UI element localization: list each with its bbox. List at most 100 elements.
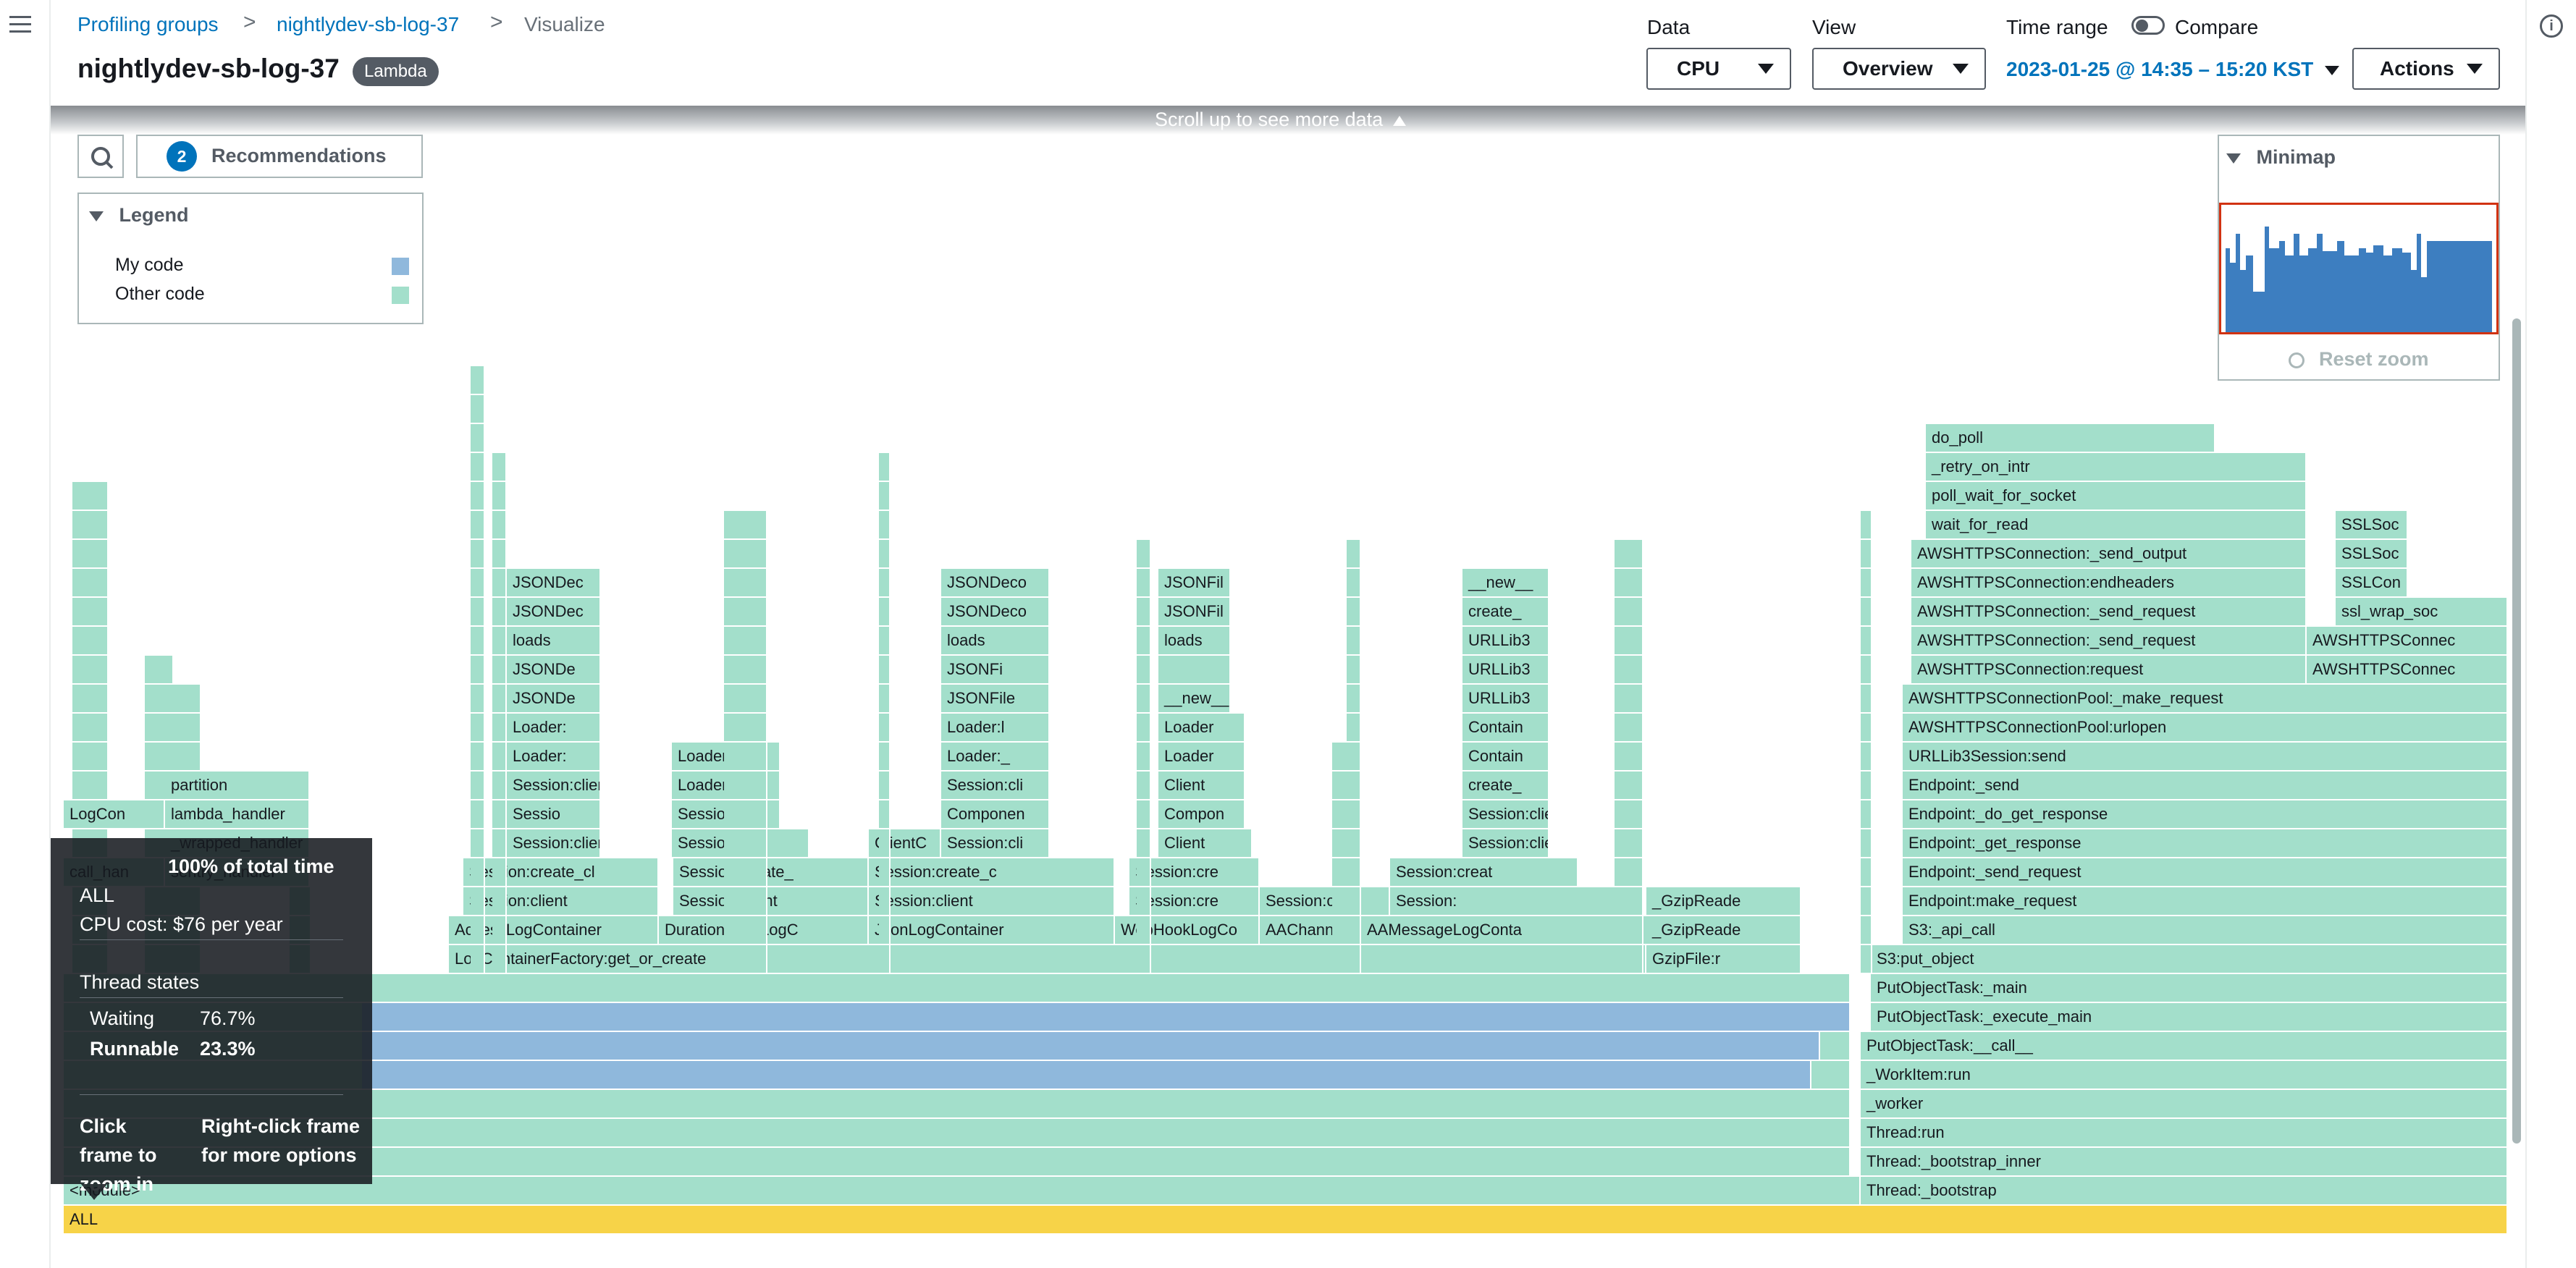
flame-frame[interactable] bbox=[471, 772, 485, 800]
flame-frame[interactable] bbox=[1347, 685, 1361, 714]
flame-frame[interactable] bbox=[1332, 800, 1361, 829]
flame-frame[interactable] bbox=[492, 829, 507, 858]
flame-frame[interactable] bbox=[145, 656, 174, 685]
flame-frame[interactable]: SSLCon bbox=[2336, 569, 2408, 598]
flame-frame[interactable] bbox=[1137, 598, 1151, 627]
flame-frame[interactable] bbox=[72, 685, 109, 714]
flame-frame[interactable]: _worker bbox=[1861, 1090, 2508, 1119]
flame-frame[interactable] bbox=[471, 424, 485, 453]
flame-frame[interactable] bbox=[471, 569, 485, 598]
flame-frame[interactable]: _GzipReade bbox=[1646, 916, 1801, 945]
recommendations-button[interactable]: 2 Recommendations bbox=[136, 135, 423, 178]
flame-frame[interactable] bbox=[492, 800, 507, 829]
reset-zoom-button[interactable]: Reset zoom bbox=[2219, 339, 2499, 379]
flame-frame[interactable]: Session:cli bbox=[941, 829, 1050, 858]
flame-frame[interactable] bbox=[492, 945, 507, 974]
flame-frame[interactable] bbox=[471, 945, 485, 974]
flame-frame[interactable]: URLLib3Session:send bbox=[1903, 743, 2508, 772]
flame-frame[interactable] bbox=[492, 569, 507, 598]
flame-frame[interactable] bbox=[165, 743, 201, 772]
flame-frame[interactable] bbox=[879, 453, 891, 482]
flame-frame[interactable]: _retry_on_intr bbox=[1926, 453, 2307, 482]
flame-frame[interactable]: URLLib3 bbox=[1462, 656, 1549, 685]
flame-frame-my-code[interactable] bbox=[362, 1061, 1811, 1090]
flame-frame[interactable] bbox=[1861, 511, 1872, 540]
flame-frame[interactable]: Loader: bbox=[507, 714, 601, 743]
flame-frame[interactable]: Session:clien bbox=[1462, 829, 1549, 858]
flame-frame[interactable]: Loader bbox=[1158, 743, 1245, 772]
flame-frame[interactable]: ssl_wrap_soc bbox=[2336, 598, 2508, 627]
flame-frame[interactable]: Session:cre bbox=[1129, 858, 1260, 887]
flame-frame[interactable]: AWSHTTPSConnection:endheaders bbox=[1911, 569, 2307, 598]
flame-frame[interactable]: PutObjectTask:_execute_main bbox=[1871, 1003, 2508, 1032]
flame-frame[interactable] bbox=[1137, 743, 1151, 772]
flame-frame[interactable]: AWSHTTPSConnectionPool:urlopen bbox=[1903, 714, 2508, 743]
flame-frame[interactable] bbox=[879, 714, 891, 743]
flame-frame[interactable]: Loader:l bbox=[941, 714, 1050, 743]
flame-frame[interactable] bbox=[72, 569, 109, 598]
flame-frame[interactable] bbox=[724, 714, 767, 743]
flame-frame[interactable] bbox=[471, 685, 485, 714]
legend-header[interactable]: Legend bbox=[89, 204, 189, 227]
flame-frame[interactable] bbox=[879, 945, 891, 974]
flame-frame[interactable]: Session:client bbox=[869, 887, 1115, 916]
flame-frame[interactable] bbox=[492, 887, 507, 916]
compare-toggle[interactable] bbox=[2131, 16, 2165, 35]
flame-frame[interactable] bbox=[879, 916, 891, 945]
flame-frame[interactable] bbox=[165, 714, 201, 743]
flame-frame[interactable] bbox=[1861, 945, 1872, 974]
view-select[interactable]: Overview bbox=[1812, 48, 1986, 90]
flame-graph-canvas[interactable]: ALL <module> Thread:_bootstrap Thread:_boot… bbox=[51, 106, 2525, 1268]
flame-frame[interactable]: JSONDe bbox=[507, 685, 601, 714]
flame-frame[interactable] bbox=[724, 916, 767, 945]
flame-frame[interactable] bbox=[72, 540, 109, 569]
flame-frame[interactable] bbox=[724, 829, 767, 858]
flame-frame[interactable] bbox=[471, 540, 485, 569]
flame-frame[interactable]: AWSHTTPSConnection:_send_output bbox=[1911, 540, 2307, 569]
flame-frame[interactable]: Session:cre bbox=[1129, 887, 1260, 916]
flame-frame[interactable]: Session:cli bbox=[941, 772, 1050, 800]
flame-frame[interactable]: Session:clien bbox=[507, 829, 601, 858]
flame-frame[interactable] bbox=[879, 482, 891, 511]
flame-frame-my-code[interactable] bbox=[362, 1003, 1851, 1032]
flame-frame[interactable] bbox=[1861, 916, 1872, 945]
flame-frame[interactable] bbox=[1615, 598, 1643, 627]
flame-frame[interactable]: AWSHTTPSConnec bbox=[2307, 627, 2508, 656]
flame-frame[interactable] bbox=[1861, 714, 1872, 743]
flame-frame[interactable] bbox=[879, 598, 891, 627]
flame-frame[interactable]: LogCon bbox=[64, 800, 165, 829]
flame-frame[interactable] bbox=[1861, 772, 1872, 800]
flame-frame[interactable] bbox=[1615, 916, 1643, 945]
flame-frame[interactable] bbox=[471, 743, 485, 772]
flame-frame[interactable] bbox=[879, 685, 891, 714]
flame-frame[interactable] bbox=[72, 656, 109, 685]
flame-frame[interactable]: loads bbox=[507, 627, 601, 656]
flame-frame[interactable] bbox=[471, 453, 485, 482]
flame-frame[interactable] bbox=[1332, 858, 1361, 887]
flame-frame[interactable] bbox=[879, 540, 891, 569]
flame-frame[interactable] bbox=[1861, 627, 1872, 656]
flame-frame[interactable]: S3:_api_call bbox=[1903, 916, 2508, 945]
flame-frame[interactable] bbox=[471, 656, 485, 685]
vertical-scrollbar[interactable] bbox=[2512, 318, 2521, 1144]
flame-frame[interactable] bbox=[1861, 685, 1872, 714]
data-select[interactable]: CPU bbox=[1646, 48, 1791, 90]
flame-frame[interactable] bbox=[879, 569, 891, 598]
flame-frame[interactable] bbox=[724, 858, 767, 887]
flame-frame[interactable]: Sessio bbox=[507, 800, 601, 829]
flame-frame[interactable] bbox=[1615, 829, 1643, 858]
time-range-dropdown[interactable]: 2023-01-25 @ 14:35 – 15:20 KST bbox=[2006, 58, 2340, 81]
flame-frame[interactable] bbox=[1137, 945, 1151, 974]
flame-frame[interactable]: JSONFile bbox=[941, 685, 1050, 714]
flame-frame[interactable]: JSONDec bbox=[507, 598, 601, 627]
flame-frame[interactable] bbox=[724, 772, 767, 800]
flame-frame[interactable] bbox=[1347, 627, 1361, 656]
flame-frame[interactable] bbox=[1347, 569, 1361, 598]
flame-frame[interactable]: loads bbox=[941, 627, 1050, 656]
flame-frame[interactable]: _WorkItem:run bbox=[1861, 1061, 2508, 1090]
flame-frame[interactable]: Client bbox=[1158, 772, 1245, 800]
flame-frame[interactable] bbox=[1332, 829, 1361, 858]
flame-frame[interactable] bbox=[471, 366, 485, 395]
flame-frame[interactable] bbox=[1137, 540, 1151, 569]
breadcrumb-group[interactable]: nightlydev-sb-log-37 bbox=[277, 13, 460, 35]
